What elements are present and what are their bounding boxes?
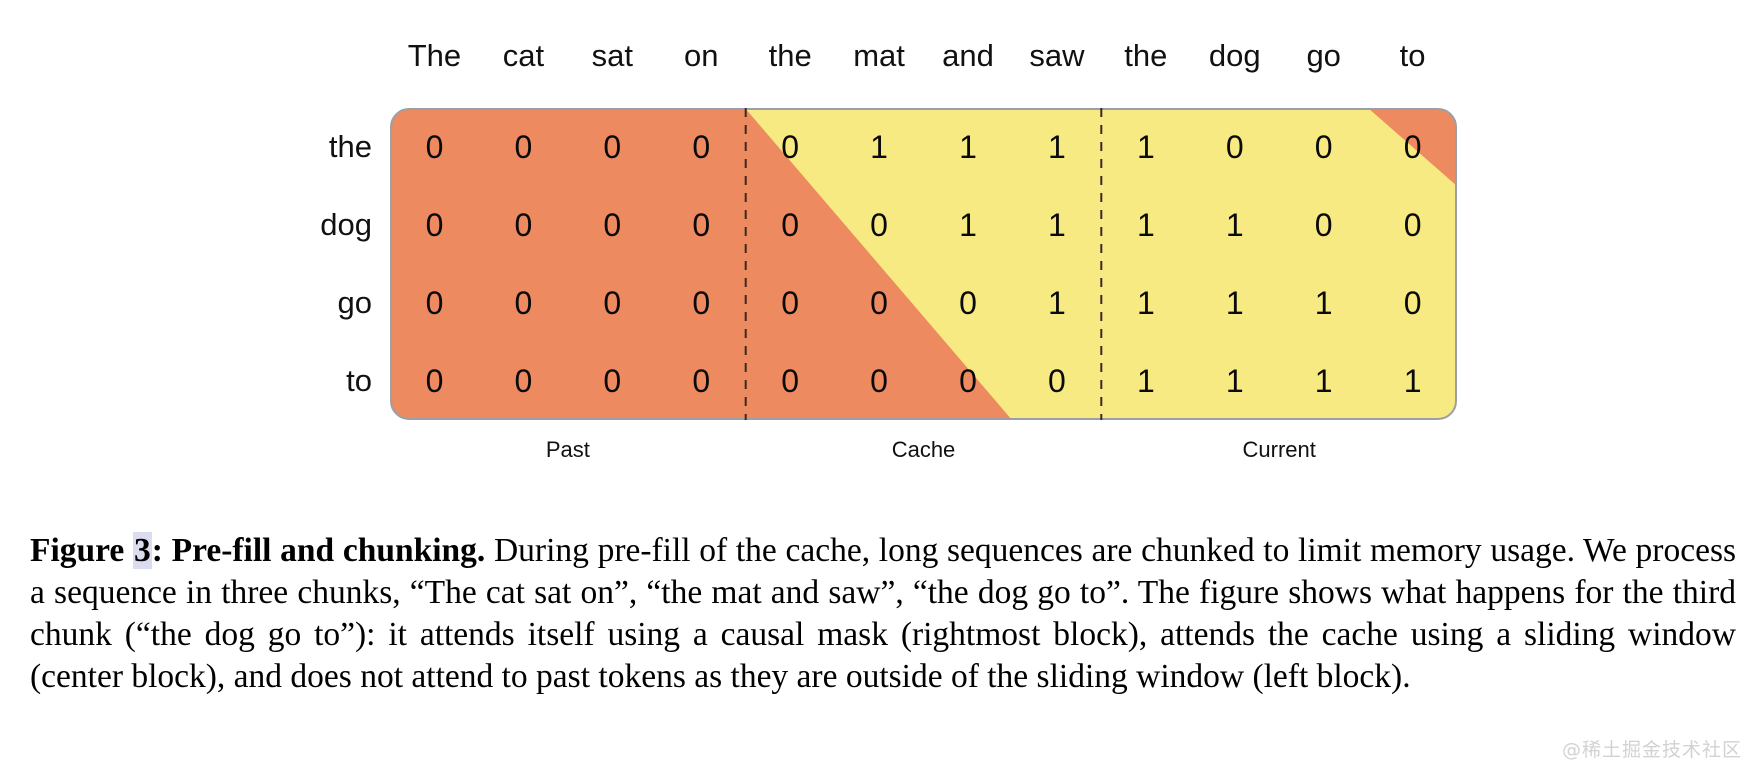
attention-mask-values: 0 0 0 0 0 1 1 1 1 0 0 0 0 0 0 0 0 0 1 (390, 108, 1457, 420)
matrix-cell: 1 (1136, 128, 1155, 165)
column-header-token: cat (502, 38, 545, 73)
matrix-cell: 0 (781, 284, 800, 321)
matrix-cell: 1 (959, 206, 977, 243)
matrix-row: 0 0 0 0 0 0 1 1 1 1 0 0 (390, 186, 1457, 264)
matrix-cell: 1 (1136, 362, 1155, 399)
figure-caption: Figure 3: Pre-fill and chunking. During … (30, 530, 1736, 698)
caption-colon: : (151, 532, 172, 569)
caption-figure-number: 3 (133, 532, 152, 569)
matrix-cell: 0 (781, 128, 800, 165)
column-header-token: the (768, 38, 812, 73)
matrix-cell: 0 (514, 128, 533, 165)
matrix-cell: 0 (1314, 128, 1333, 165)
matrix-cell: 1 (1314, 284, 1333, 321)
matrix-cell: 0 (870, 284, 888, 321)
matrix-cell: 1 (1136, 206, 1155, 243)
matrix-cell: 0 (603, 206, 622, 243)
column-header-token: to (1399, 38, 1426, 73)
matrix-cell: 0 (425, 206, 444, 243)
attention-mask-shapes (390, 108, 1457, 420)
matrix-cell: 0 (781, 362, 800, 399)
matrix-cell: 1 (1048, 284, 1066, 321)
cache-attended-region (745, 109, 1190, 419)
matrix-cell: 0 (781, 206, 800, 243)
matrix-cell: 0 (959, 284, 977, 321)
row-label-token: to (346, 363, 372, 398)
matrix-cell: 0 (425, 128, 444, 165)
matrix-cell: 1 (1314, 362, 1333, 399)
matrix-cell: 0 (603, 362, 622, 399)
matrix-cell: 1 (1136, 284, 1155, 321)
matrix-cell: 0 (425, 284, 444, 321)
row-label-token: go (337, 285, 372, 320)
matrix-cell: 0 (692, 206, 711, 243)
column-header-token: dog (1208, 38, 1261, 73)
matrix-cell: 0 (603, 284, 622, 321)
matrix-cell: 1 (1048, 128, 1066, 165)
matrix-cell: 0 (870, 206, 888, 243)
matrix-cell: 0 (1225, 128, 1244, 165)
matrix-cell: 0 (692, 284, 711, 321)
matrix-cell: 0 (870, 362, 888, 399)
matrix-cell: 0 (959, 362, 977, 399)
matrix-row: 0 0 0 0 0 0 0 1 1 1 1 0 (390, 264, 1457, 342)
caption-body: During pre-fill of the cache, long seque… (30, 532, 1737, 695)
column-header-row: The cat sat on the mat and saw the dog g… (390, 30, 1457, 82)
figure-pre-fill-and-chunking: The cat sat on the mat and saw the dog g… (230, 30, 1457, 470)
matrix-cell: 1 (1225, 362, 1244, 399)
matrix-cell: 0 (425, 362, 444, 399)
block-label-row: Past Cache Current (390, 430, 1457, 470)
matrix-cell: 1 (1225, 284, 1244, 321)
matrix-cell: 1 (1403, 362, 1422, 399)
column-header-token: go (1306, 38, 1341, 73)
column-header-token: mat (853, 38, 905, 73)
matrix-cell: 0 (514, 284, 533, 321)
matrix-cell: 0 (514, 362, 533, 399)
matrix-cell: 0 (1403, 128, 1422, 165)
column-header-token: the (1124, 38, 1168, 73)
column-header-token: and (942, 38, 994, 73)
column-header-token: saw (1029, 38, 1085, 73)
matrix-cell: 0 (692, 362, 711, 399)
matrix-cell: 0 (1403, 284, 1422, 321)
matrix-cell: 0 (603, 128, 622, 165)
matrix-cell: 1 (1225, 206, 1244, 243)
block-label-past: Past (545, 437, 590, 462)
caption-title: Pre-fill and chunking. (171, 532, 486, 569)
attention-mask-matrix: 0 0 0 0 0 1 1 1 1 0 0 0 0 0 0 0 0 0 1 (390, 108, 1457, 420)
caption-figure-label: Figure (30, 532, 125, 569)
row-label-token: the (328, 129, 372, 164)
row-label-token: dog (320, 207, 372, 242)
block-label-current: Current (1242, 437, 1316, 462)
current-causal-attended-region (1190, 109, 1456, 419)
matrix-cell: 0 (692, 128, 711, 165)
matrix-cell: 0 (1048, 362, 1066, 399)
matrix-row: 0 0 0 0 0 1 1 1 1 0 0 0 (390, 108, 1457, 186)
matrix-cell: 1 (870, 128, 888, 165)
matrix-cell: 0 (514, 206, 533, 243)
matrix-cell: 1 (1048, 206, 1066, 243)
matrix-row: 0 0 0 0 0 0 0 0 1 1 1 1 (390, 342, 1457, 420)
matrix-cell: 0 (1314, 206, 1333, 243)
matrix-cell: 1 (959, 128, 977, 165)
watermark: @稀土掘金技术社区 (1561, 739, 1742, 761)
matrix-cell: 0 (1403, 206, 1422, 243)
column-header-token: The (407, 38, 462, 73)
matrix-outline (390, 108, 1457, 420)
column-header-token: on (683, 38, 719, 73)
column-header-token: sat (591, 38, 633, 73)
block-label-cache: Cache (891, 437, 956, 462)
row-label-column: the dog go to (230, 108, 380, 420)
